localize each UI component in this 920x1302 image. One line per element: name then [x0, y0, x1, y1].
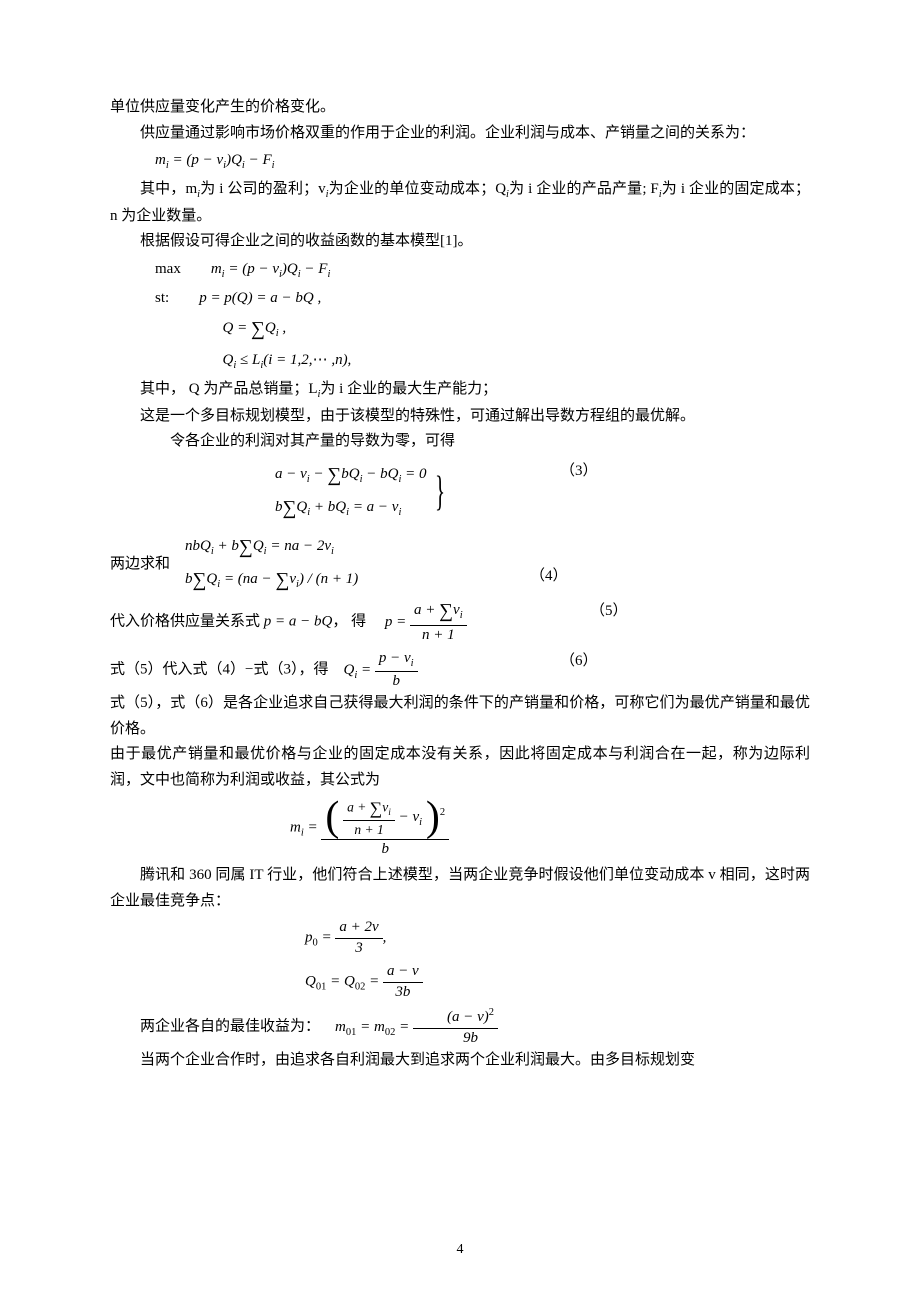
equation-9: Q01 = Q02 = a − v 3b [110, 962, 810, 1002]
document-page: 单位供应量变化产生的价格变化。 供应量通过影响市场价格双重的作用于企业的利润。企… [0, 0, 920, 1302]
paragraph-5: 其中， Q 为产品总销量；Li为 i 企业的最大生产能力； [110, 377, 810, 404]
paragraph-15: 当两个企业合作时，由追求各自利润最大到追求两个企业利润最大。由多目标规划变 [110, 1048, 810, 1074]
equation-5-row: 代入价格供应量关系式 p = a − bQ， 得 p = a + ∑vi n +… [110, 599, 810, 645]
paragraph-3: 其中，mi为 i 公司的盈利；vi为企业的单位变动成本；Qi为 i 企业的产品产… [110, 177, 810, 229]
equation-6-row: 式（5）代入式（4）−式（3），得 Qi = p − vi b （6） [110, 649, 810, 691]
page-number: 4 [0, 1238, 920, 1262]
paragraph-11: 式（5），式（6）是各企业追求自己获得最大利润的条件下的产销量和价格，可称它们为… [110, 691, 810, 742]
paragraph-7: 令各企业的利润对其产量的导数为零，可得 [110, 429, 810, 455]
sum-both-sides-label: 两边求和 [110, 552, 170, 578]
equation-8: p0 = a + 2v 3 , [110, 918, 810, 958]
model-st1: st: p = p(Q) = a − bQ , [110, 286, 810, 312]
model-max: max mi = (p − vi)Qi − Fi [110, 257, 810, 284]
paragraph-12: 由于最优产销量和最优价格与企业的固定成本没有关系，因此将固定成本与利润合在一起，… [110, 742, 810, 793]
equation-10-row: 两企业各自的最佳收益为： m01 = m02 = (a − v)2 9b [110, 1006, 810, 1048]
paragraph-1: 单位供应量变化产生的价格变化。 [110, 95, 810, 121]
paragraph-13: 腾讯和 360 同属 IT 行业，他们符合上述模型，当两企业竞争时假设他们单位变… [110, 863, 810, 914]
formula-profit: mi = (p − vi)Qi − Fi [110, 148, 810, 175]
equation-3: a − vi − ∑bQi − bQi = 0 b∑Qi + bQi = a −… [110, 459, 810, 525]
paragraph-2: 供应量通过影响市场价格双重的作用于企业的利润。企业利润与成本、产销量之间的关系为… [110, 121, 810, 147]
paragraph-4: 根据假设可得企业之间的收益函数的基本模型[1]。 [110, 229, 810, 255]
equation-7: mi = ( a + ∑vi n + 1 − vi )2 b [110, 797, 810, 859]
model-st3: Qi ≤ Li(i = 1,2,⋯ ,n), [110, 348, 810, 375]
paragraph-6: 这是一个多目标规划模型，由于该模型的特殊性，可通过解出导数方程组的最优解。 [110, 404, 810, 430]
model-st2: Q = ∑Qi , [110, 313, 810, 346]
equation-4-row: 两边求和 nbQi + b∑Qi = na − 2vi b∑Qi = (na −… [110, 529, 810, 599]
